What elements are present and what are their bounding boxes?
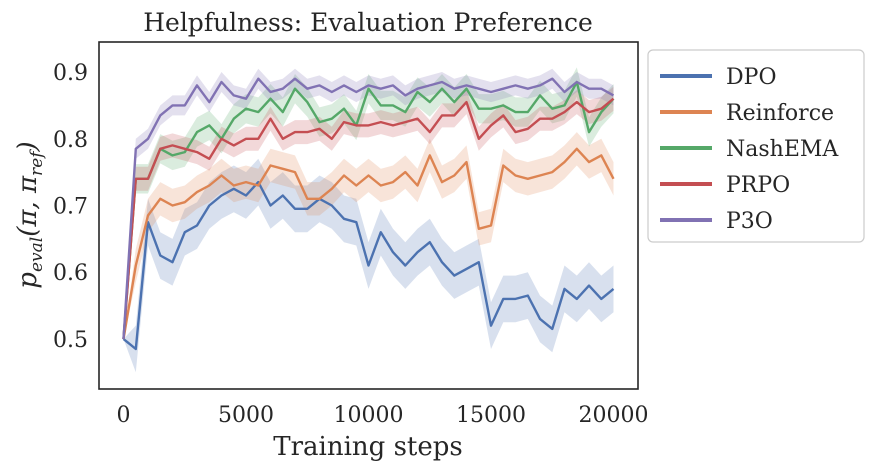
line-nashema [122,80,615,340]
plot-frame [98,41,639,390]
chart-title: Helpfulness: Evaluation Preference [143,8,593,37]
x-tick-label: 15000 [456,403,526,428]
legend-items: DPO Reinforce NashEMA PRPO P3O [660,65,839,234]
legend-label-p3o: P3O [726,209,773,234]
y-tick-label: 0.8 [53,128,88,153]
x-tick-label: 20000 [579,403,649,428]
y-tick-label: 0.7 [53,194,88,219]
band-prpo [123,86,614,339]
x-tick-label: 10000 [334,403,404,428]
line-prpo [122,97,615,340]
x-axis-title: Training steps [273,432,462,462]
x-axis-ticks: 0 5000 10000 15000 20000 [117,403,649,428]
series-lines [122,77,615,351]
y-axis-ticks: 0.5 0.6 0.7 0.8 0.9 [53,61,88,353]
legend-label-dpo: DPO [726,65,776,90]
legend-label-nashema: NashEMA [726,137,839,162]
line-reinforce [122,147,615,340]
line-dpo [122,180,615,351]
y-axis-title: peval(π, πref) [13,141,47,288]
x-tick-label: 0 [117,403,131,428]
line-p3o [122,77,615,340]
legend: DPO Reinforce NashEMA PRPO P3O [647,49,865,243]
x-tick-label: 5000 [218,403,274,428]
band-reinforce [123,132,614,339]
y-tick-label: 0.6 [53,261,88,286]
band-p3o [123,68,614,339]
y-tick-label: 0.5 [53,328,88,353]
y-tick-label: 0.9 [53,61,88,86]
confidence-bands [123,67,614,373]
legend-box [647,49,865,243]
band-nashema [123,67,614,340]
legend-label-reinforce: Reinforce [726,101,834,126]
legend-label-prpo: PRPO [726,173,790,198]
